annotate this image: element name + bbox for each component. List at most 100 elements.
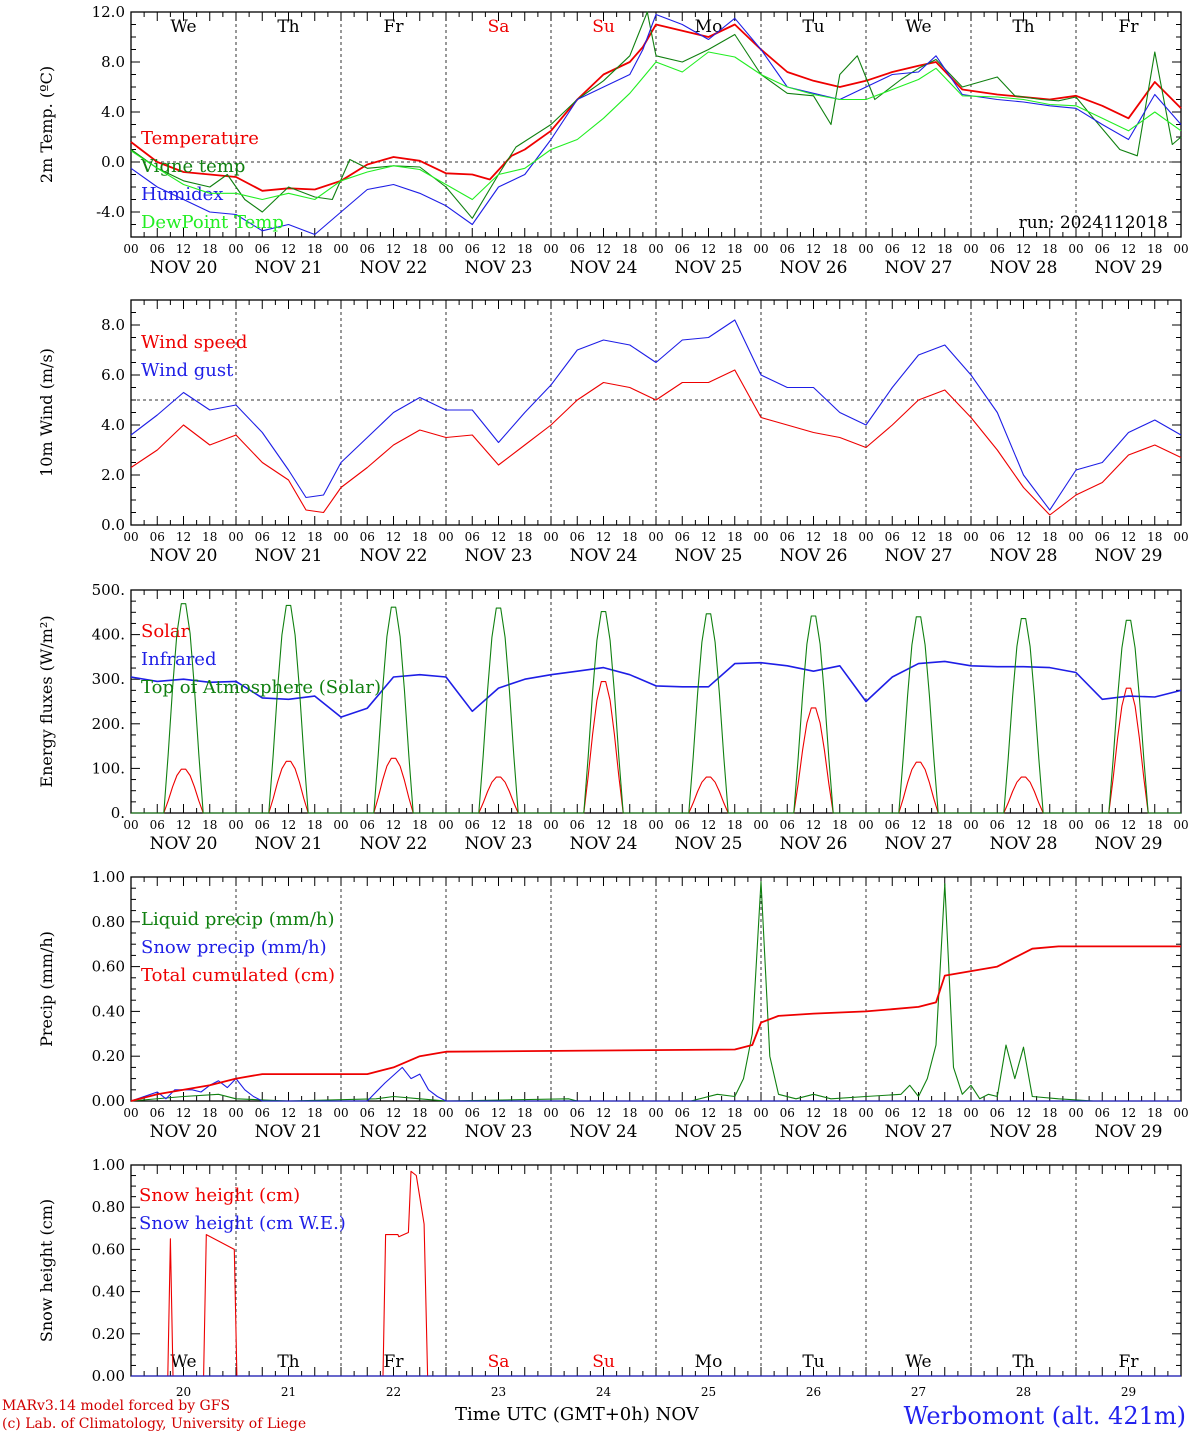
y-tick-label: 8.0	[101, 316, 125, 334]
panel-snow: 0.00 0.20 0.40 0.60 0.80 1.00 Snow height (cm)…	[37, 1156, 1182, 1399]
hour-label: 00	[543, 242, 558, 256]
hour-label: 00	[1173, 530, 1188, 544]
hour-label: 00	[333, 1106, 348, 1120]
day-name-label: Su	[592, 1352, 615, 1372]
day-name-label: Th	[1012, 17, 1034, 37]
date-label: NOV 22	[360, 834, 428, 854]
hour-label: 12	[176, 242, 191, 256]
date-label: NOV 22	[360, 1122, 428, 1142]
date-label: NOV 28	[990, 258, 1058, 278]
hour-label: 00	[1068, 818, 1083, 832]
legend-entry: Liquid precip (mm/h)	[141, 909, 335, 930]
day-name-label: Sa	[488, 17, 510, 37]
hour-label: 00	[333, 242, 348, 256]
day-name-label: We	[905, 1352, 931, 1372]
panel-temperature: -4.0 0.0 4.0 8.0 12.0 2m Temp. (ºC) 00 06 12 18 NO…	[37, 3, 1189, 278]
legend-entry: Temperature	[141, 128, 259, 149]
hour-label: 12	[176, 818, 191, 832]
hour-label: 12	[701, 242, 716, 256]
station-label: Werbomont (alt. 421m)	[903, 1402, 1186, 1430]
y-axis-title: Energy fluxes (W/m²)	[37, 615, 56, 787]
hour-label: 18	[1147, 242, 1162, 256]
hour-label: 18	[727, 818, 742, 832]
hour-label: 18	[727, 242, 742, 256]
hour-label: 06	[990, 530, 1005, 544]
date-label: NOV 24	[570, 1122, 638, 1142]
y-tick-label: 0.80	[92, 913, 125, 931]
y-tick-label: 0.00	[92, 1092, 125, 1110]
hour-label: 18	[832, 242, 847, 256]
day-name-label: Fr	[384, 17, 405, 37]
date-label: NOV 23	[465, 546, 533, 566]
day-number-label: 26	[806, 1385, 821, 1399]
legend-entry: Solar	[141, 621, 190, 642]
y-tick-label: 0.60	[92, 1240, 125, 1258]
y-axis-title: Snow height (cm)	[37, 1199, 56, 1342]
date-label: NOV 25	[675, 834, 743, 854]
hour-label: 00	[1068, 242, 1083, 256]
hour-label: 00	[858, 242, 873, 256]
hour-label: 18	[1147, 530, 1162, 544]
hour-label: 06	[570, 1106, 585, 1120]
hour-label: 18	[937, 818, 952, 832]
hour-label: 00	[123, 818, 138, 832]
hour-label: 12	[281, 818, 296, 832]
hour-label: 12	[701, 530, 716, 544]
hour-label: 06	[780, 1106, 795, 1120]
y-axis-title: 10m Wind (m/s)	[37, 348, 56, 477]
hour-label: 12	[1121, 818, 1136, 832]
series-line-red	[130, 23, 1182, 192]
day-number-label: 29	[1121, 1385, 1136, 1399]
hour-label: 06	[1095, 1106, 1110, 1120]
y-tick-label: 0.40	[92, 1283, 125, 1301]
hour-label: 18	[832, 530, 847, 544]
series-line-blue	[130, 319, 1182, 511]
y-tick-label: 400.	[92, 626, 125, 644]
time-axis-label: Time UTC (GMT+0h)	[455, 1404, 650, 1425]
date-label: NOV 21	[255, 1122, 323, 1142]
hour-label: 12	[911, 530, 926, 544]
y-tick-label: 300.	[92, 670, 125, 688]
hour-label: 12	[491, 1106, 506, 1120]
hour-label: 00	[1068, 530, 1083, 544]
hour-label: 06	[465, 1106, 480, 1120]
month-label: NOV	[655, 1404, 699, 1425]
day-number-label: 25	[701, 1385, 716, 1399]
hour-label: 06	[360, 1106, 375, 1120]
hour-label: 00	[543, 818, 558, 832]
hour-label: 00	[228, 242, 243, 256]
hour-label: 18	[517, 1106, 532, 1120]
day-name-label: Tu	[802, 1352, 824, 1372]
hour-label: 18	[307, 530, 322, 544]
day-number-label: 23	[491, 1385, 506, 1399]
hour-label: 06	[885, 1106, 900, 1120]
hour-label: 06	[675, 530, 690, 544]
hour-label: 06	[150, 242, 165, 256]
hour-label: 06	[780, 530, 795, 544]
hour-label: 18	[1042, 530, 1057, 544]
panel-energy: 0. 100. 200. 300. 400. 500. Energy fluxes (W/m…	[37, 581, 1189, 854]
hour-label: 18	[517, 242, 532, 256]
hour-label: 00	[1173, 1106, 1188, 1120]
legend-entry: Infrared	[141, 649, 216, 670]
hour-label: 12	[911, 818, 926, 832]
y-tick-label: 0.20	[92, 1325, 125, 1343]
date-label: NOV 23	[465, 1122, 533, 1142]
date-label: NOV 28	[990, 1122, 1058, 1142]
hour-label: 06	[675, 242, 690, 256]
hour-label: 12	[596, 1106, 611, 1120]
hour-label: 00	[333, 530, 348, 544]
hour-label: 06	[465, 818, 480, 832]
day-name-label: Mo	[695, 17, 723, 37]
day-number-label: 27	[911, 1385, 926, 1399]
y-tick-label: 100.	[92, 759, 125, 777]
hour-label: 06	[990, 1106, 1005, 1120]
legend-entry: DewPoint Temp	[141, 212, 284, 233]
hour-label: 18	[412, 530, 427, 544]
hour-label: 18	[937, 242, 952, 256]
day-name-label: Fr	[384, 1352, 405, 1372]
y-tick-label: 1.00	[92, 868, 125, 886]
hour-label: 06	[150, 818, 165, 832]
hour-label: 06	[360, 530, 375, 544]
hour-label: 18	[937, 1106, 952, 1120]
